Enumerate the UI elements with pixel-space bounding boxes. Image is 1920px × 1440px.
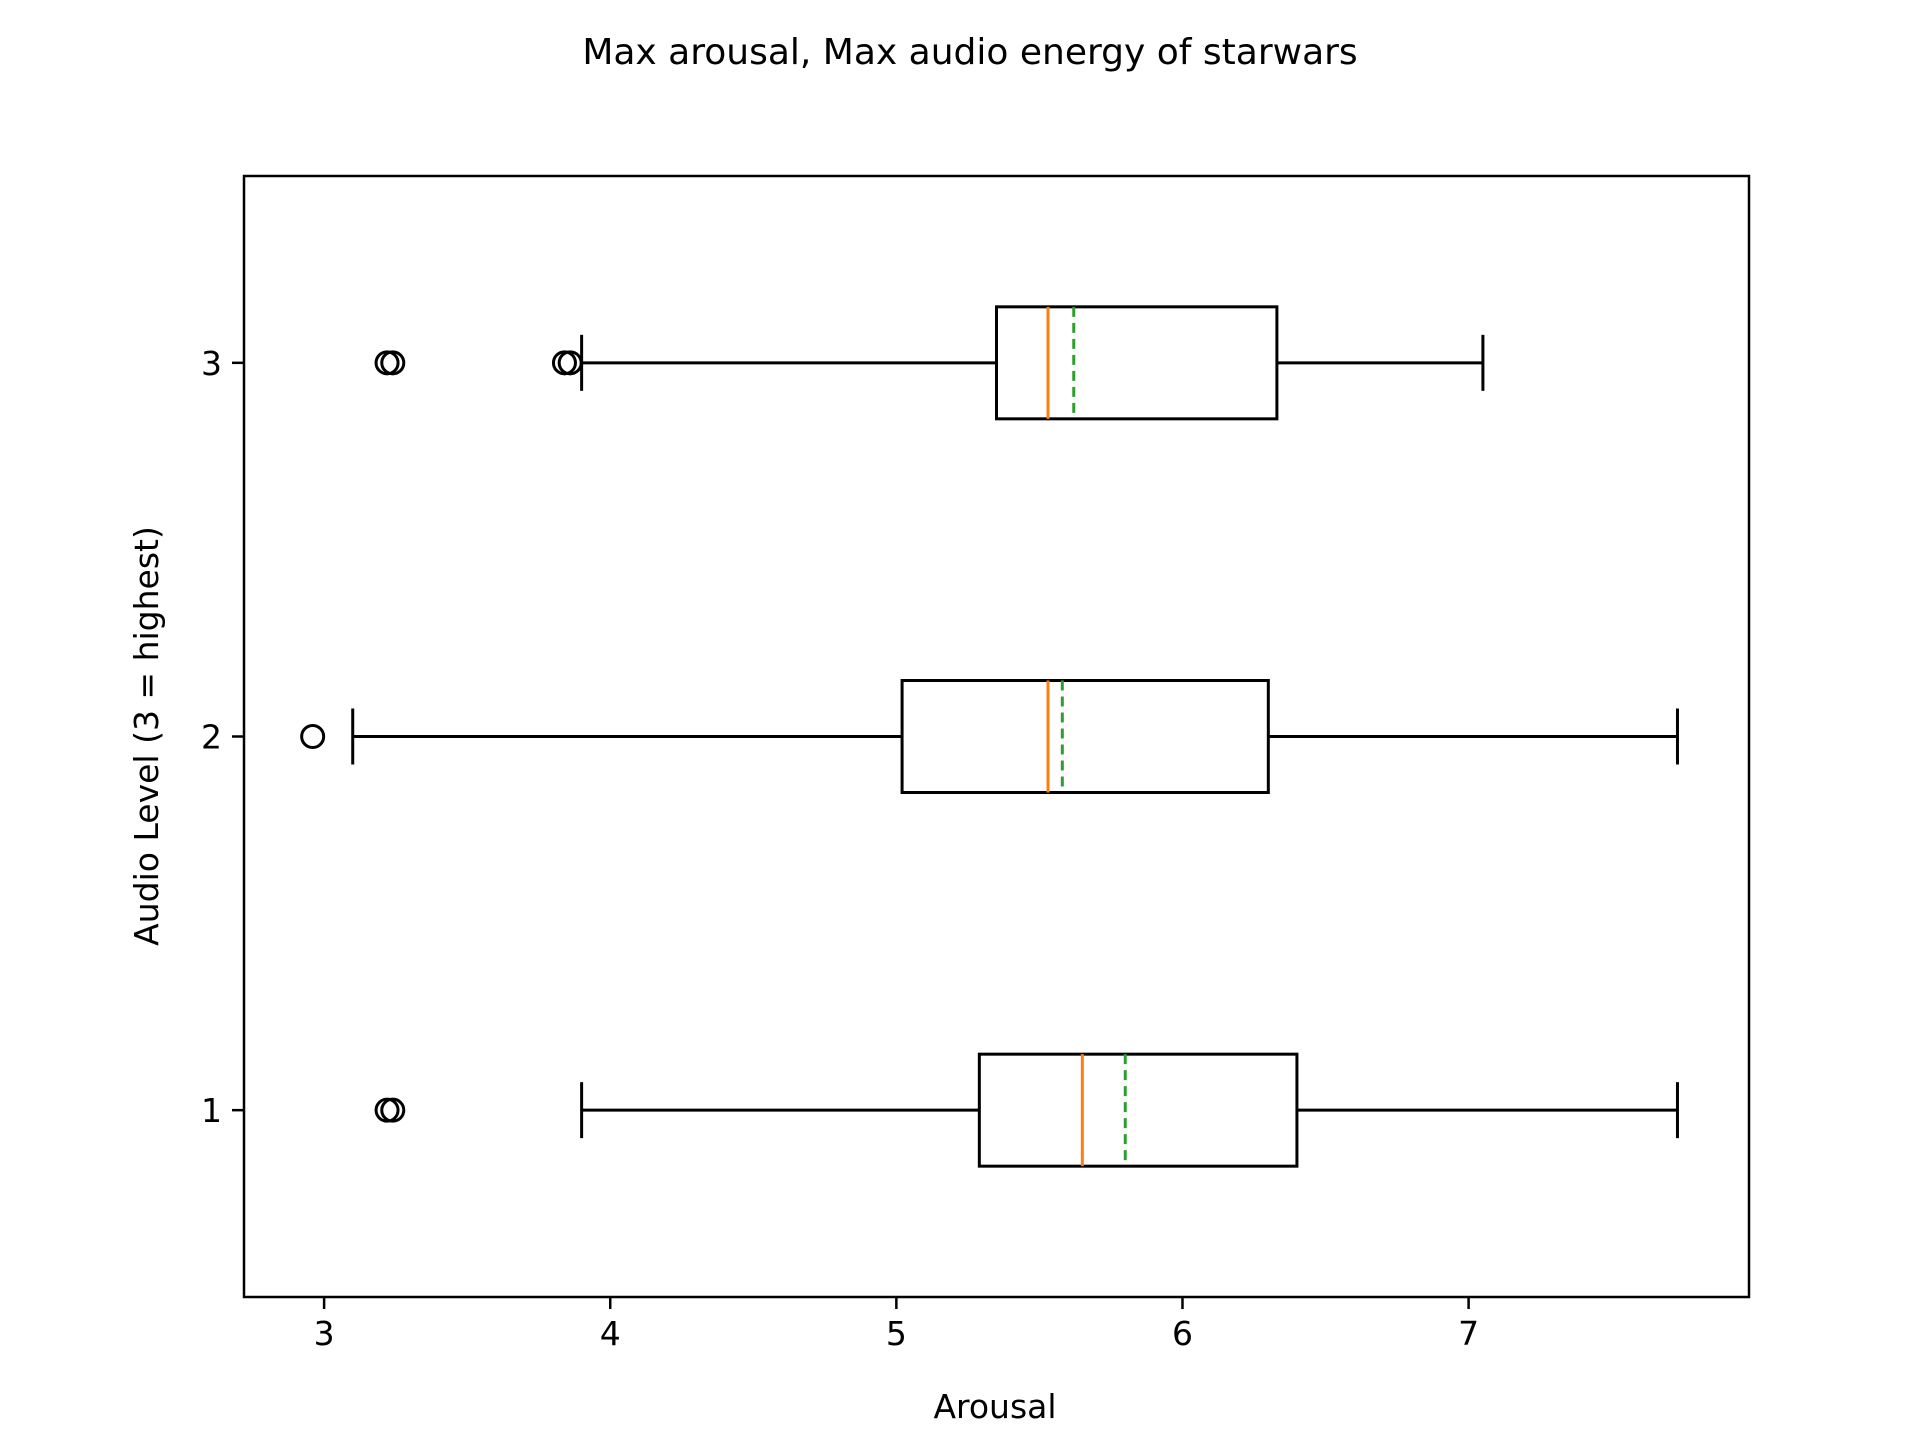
plot-frame (242, 174, 1751, 1299)
outlier-point (300, 724, 326, 749)
x-tick-label: 3 (314, 1314, 335, 1353)
x-tick-label: 7 (1458, 1314, 1479, 1353)
outlier-point (557, 350, 583, 376)
x-tick-label: 4 (600, 1314, 621, 1353)
box-iqr (900, 679, 1270, 794)
box-group-level-3 (374, 305, 1485, 421)
outlier-point (380, 350, 406, 376)
x-tick-label: 5 (886, 1314, 907, 1353)
x-tick-label: 6 (1172, 1314, 1193, 1353)
y-tick-label: 2 (201, 718, 222, 757)
box-group-level-1 (374, 1052, 1679, 1168)
box-iqr (995, 305, 1279, 421)
y-axis-label: Audio Level (3 = highest) (127, 526, 166, 946)
outlier-point (380, 1097, 406, 1123)
x-axis-label: Arousal (933, 1387, 1056, 1426)
plot-area: 3 4 5 6 7 1 2 3 (201, 305, 1679, 1353)
chart-title: Max arousal, Max audio energy of starwar… (582, 32, 1357, 73)
box-iqr (977, 1052, 1299, 1168)
y-tick-label: 3 (201, 344, 222, 383)
box-group-level-2 (300, 679, 1679, 794)
y-tick-label: 1 (201, 1091, 222, 1130)
